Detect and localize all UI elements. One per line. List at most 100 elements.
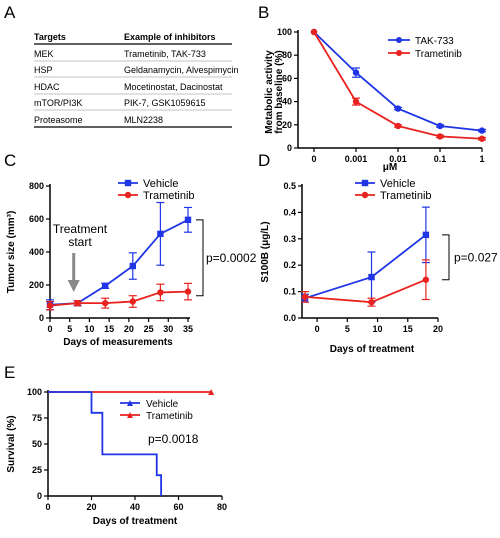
x-tick-label-d: 15 <box>403 324 413 334</box>
data-point <box>102 299 109 307</box>
y-tick-label-b: 40 <box>282 97 292 107</box>
data-point <box>422 276 430 283</box>
y-tick-label-b: 100 <box>277 27 292 37</box>
table-row-inhibitor: Mocetinostat, Dacinostat <box>124 82 223 92</box>
y-tick-label-e: 75 <box>32 413 42 423</box>
series-line-tak-733 <box>313 31 483 132</box>
legend-label: Vehicle <box>146 399 179 410</box>
data-point <box>310 28 318 36</box>
table-row-inhibitor: Geldanamycin, Alvespimycin <box>124 65 239 75</box>
series-line-trametinib <box>49 290 189 307</box>
y-tick-label-d: 0.5 <box>283 181 296 191</box>
data-point <box>102 282 109 290</box>
y-tick-label-d: 0.2 <box>283 260 296 270</box>
x-tick-label-c: 10 <box>84 324 94 334</box>
x-tick-label-c: 20 <box>124 324 134 334</box>
y-tick-label-e: 0 <box>37 491 42 501</box>
x-tick-label-c: 5 <box>67 324 72 334</box>
table-header-inhibitors: Example of inhibitors <box>124 32 216 42</box>
y-tick-label-d: 0.1 <box>283 287 296 297</box>
data-point <box>184 216 192 224</box>
p-value-d: p=0.027 <box>454 250 498 264</box>
data-point <box>394 105 402 112</box>
data-point <box>368 298 375 306</box>
x-tick-label-b: 0.1 <box>434 154 447 164</box>
treatment-start-annotation: Treatment start <box>53 222 108 249</box>
legend-label: Vehicle <box>143 178 178 190</box>
legend-label: Vehicle <box>380 178 415 190</box>
x-axis-label-d: Days of treatment <box>330 344 415 355</box>
x-tick-label-d: 5 <box>345 324 350 334</box>
y-tick-label-b: 80 <box>282 50 292 60</box>
table-row-target: HSP <box>34 65 53 75</box>
y-tick-label-b: 60 <box>282 73 292 83</box>
data-point <box>157 230 164 238</box>
x-axis-label-e: Days of treatment <box>93 516 178 527</box>
series-line-trametinib <box>313 31 483 140</box>
legend-marker <box>124 191 132 199</box>
table-row-target: HDAC <box>34 82 60 92</box>
y-axis-label-e: Survival (%) <box>6 415 17 472</box>
x-tick-label-c: 30 <box>163 324 173 334</box>
table-row-target: mTOR/PI3K <box>34 98 82 108</box>
legend-marker <box>127 412 133 418</box>
data-point <box>129 298 136 305</box>
x-tick-label-b: 0 <box>311 154 316 164</box>
y-tick-label-c: 600 <box>29 214 44 224</box>
panel-e-label: E <box>4 363 15 382</box>
legend-marker <box>396 50 402 56</box>
data-point <box>46 302 54 309</box>
y-tick-label-b: 20 <box>282 120 292 130</box>
x-axis-label-b: μM <box>383 162 397 173</box>
series-line-trametinib <box>304 278 427 304</box>
censor-marker <box>208 389 215 395</box>
legend-label: TAK-733 <box>415 36 454 47</box>
table-row-target: Proteasome <box>34 115 83 125</box>
legend-label: Trametinib <box>380 190 432 202</box>
x-tick-label-b: 0.01 <box>389 154 407 164</box>
x-tick-label-e: 20 <box>86 502 96 512</box>
legend-label: Trametinib <box>415 49 462 60</box>
treatment-arrow-head <box>67 280 80 292</box>
y-axis-label-b: Metabolic activityfrom baseline (%) <box>264 50 285 134</box>
legend-marker <box>124 179 132 187</box>
data-point <box>74 299 81 307</box>
p-value-e: p=0.0018 <box>148 432 199 446</box>
data-point <box>478 135 486 142</box>
data-point <box>184 288 192 295</box>
y-tick-label-e: 50 <box>32 439 42 449</box>
table-row-inhibitor: MLN2238 <box>124 115 163 125</box>
x-tick-label-e: 40 <box>130 502 140 512</box>
data-point <box>157 289 164 296</box>
x-tick-label-c: 25 <box>144 324 154 334</box>
data-point <box>422 231 430 239</box>
data-point <box>352 98 360 105</box>
table-row-target: MEK <box>34 49 54 59</box>
data-point <box>394 122 402 130</box>
table-row-inhibitor: PIK-7, GSK1059615 <box>124 98 206 108</box>
y-axis-label-c: Tumor size (mm³) <box>6 211 17 294</box>
data-point <box>301 293 309 301</box>
x-tick-label-c: 15 <box>104 324 114 334</box>
data-point <box>368 273 375 281</box>
series-line-vehicle <box>304 234 427 300</box>
legend-label: Trametinib <box>146 411 193 422</box>
y-tick-label-c: 400 <box>29 247 44 257</box>
p-value-c: p=0.0002 <box>206 251 257 265</box>
panel-d-label: D <box>258 151 270 170</box>
legend-marker <box>361 179 369 187</box>
y-tick-label-c: 0 <box>39 313 44 323</box>
legend-marker <box>127 400 133 406</box>
x-tick-label-e: 0 <box>45 502 50 512</box>
y-tick-label-e: 25 <box>32 465 42 475</box>
survival-curve-vehicle <box>48 391 163 496</box>
data-point <box>352 69 360 76</box>
x-axis-label-c: Days of measurements <box>63 337 173 348</box>
x-tick-label-b: 0.001 <box>345 154 368 164</box>
significance-bracket <box>196 219 204 297</box>
legend-marker <box>396 37 402 43</box>
y-tick-label-d: 0.0 <box>283 313 296 323</box>
panel-b-label: B <box>258 3 269 22</box>
